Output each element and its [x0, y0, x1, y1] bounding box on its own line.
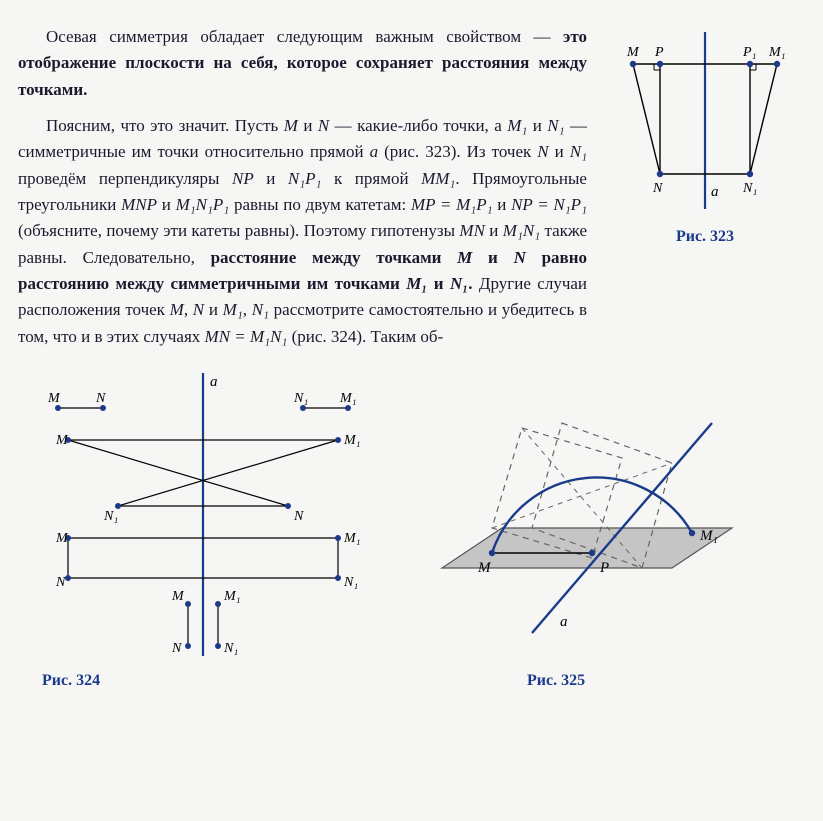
svg-text:M₁: M₁ — [339, 391, 357, 406]
svg-text:a: a — [210, 374, 218, 390]
figure-325-caption: Рис. 325 — [412, 669, 805, 694]
svg-text:N: N — [55, 575, 66, 590]
svg-text:N: N — [293, 509, 304, 524]
paragraph-2: Поясним, что это значит. Пусть M и N — к… — [18, 113, 587, 350]
svg-text:M: M — [171, 589, 185, 604]
main-text-column: Осевая симметрия обладает следующим важн… — [18, 24, 587, 360]
svg-text:M: M — [55, 433, 69, 448]
svg-text:M: M — [477, 560, 492, 576]
paragraph-1: Осевая симметрия обладает следующим важн… — [18, 24, 587, 103]
svg-text:N: N — [95, 391, 106, 406]
p1-intro: Осевая симметрия обладает следующим важн… — [46, 27, 563, 46]
svg-text:P₁: P₁ — [742, 45, 756, 60]
svg-text:N₁: N₁ — [293, 391, 308, 406]
figure-325: M P M₁ a — [412, 368, 772, 663]
figure-324-column: a M N N₁ M₁ M M₁ N N₁ M M₁ N N₁ M M₁ N N₁ Рис. 324 — [18, 368, 388, 694]
svg-text:M₁: M₁ — [223, 589, 241, 604]
svg-text:N₁: N₁ — [742, 181, 757, 196]
figure-323-column: MP P₁ M₁ N N₁ a Рис. 323 — [605, 24, 805, 360]
figure-324: a M N N₁ M₁ M M₁ N N₁ M M₁ N N₁ M M₁ N N₁ — [18, 368, 388, 663]
svg-text:N: N — [171, 641, 182, 656]
svg-text:M₁: M₁ — [343, 531, 361, 546]
figure-323-caption: Рис. 323 — [605, 225, 805, 250]
svg-text:N₁: N₁ — [223, 641, 238, 656]
svg-text:N₁: N₁ — [103, 509, 118, 524]
svg-text:M: M — [626, 45, 640, 60]
svg-text:M: M — [47, 391, 61, 406]
svg-text:P: P — [599, 560, 609, 576]
figure-324-caption: Рис. 324 — [18, 669, 388, 694]
figure-325-column: M P M₁ a Рис. 325 — [412, 368, 805, 694]
svg-text:M₁: M₁ — [768, 45, 786, 60]
svg-text:M₁: M₁ — [699, 528, 718, 544]
svg-text:M₁: M₁ — [343, 433, 361, 448]
svg-text:P: P — [654, 45, 664, 60]
svg-text:a: a — [711, 184, 719, 200]
svg-text:a: a — [560, 614, 568, 630]
svg-text:M: M — [55, 531, 69, 546]
figure-323: MP P₁ M₁ N N₁ a — [605, 24, 805, 219]
svg-text:N: N — [652, 181, 663, 196]
svg-text:N₁: N₁ — [343, 575, 358, 590]
